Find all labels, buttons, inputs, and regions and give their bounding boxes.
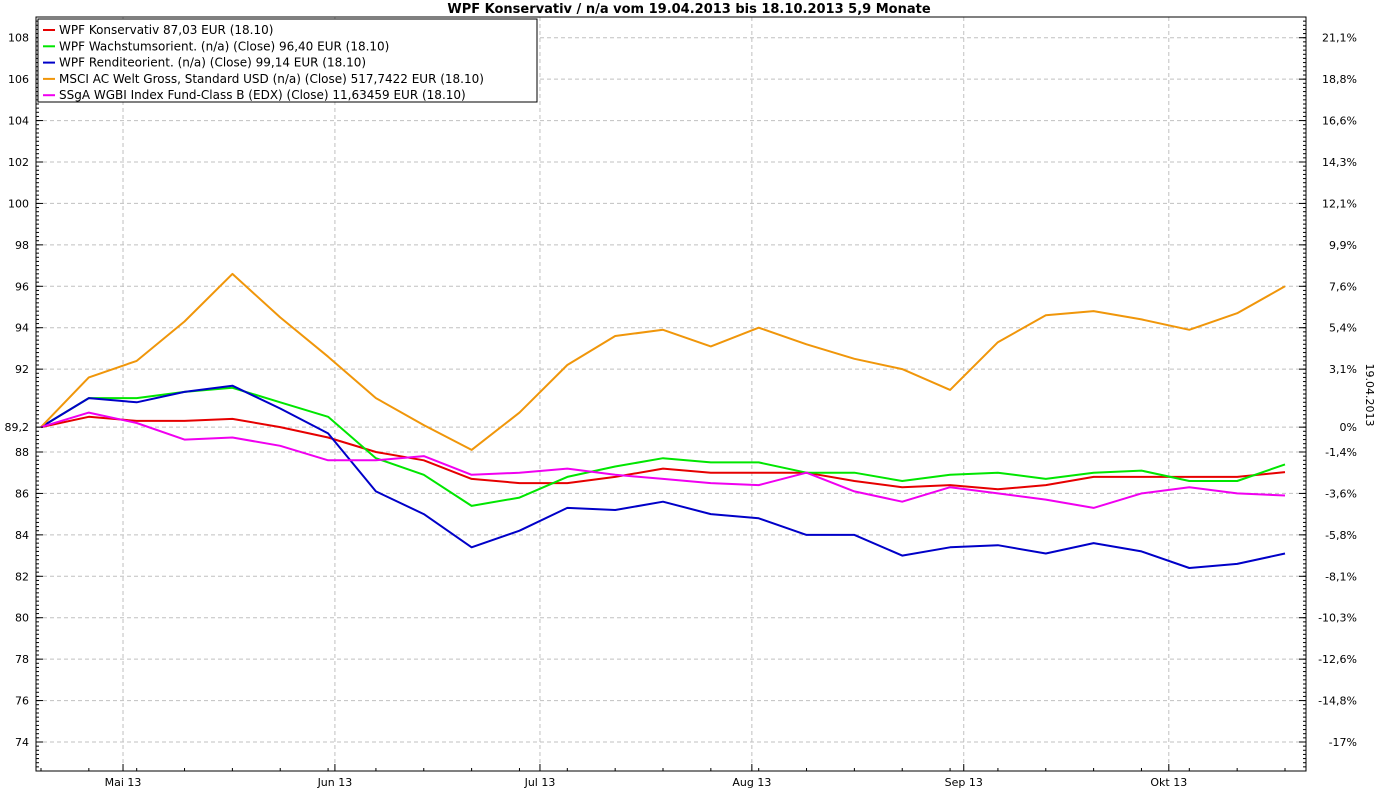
grid bbox=[36, 17, 1306, 771]
chart-title: WPF Konservativ / n/a vom 19.04.2013 bis… bbox=[447, 2, 930, 17]
y-right-tick-label: 14,3% bbox=[1322, 156, 1357, 169]
x-tick-label: Jun 13 bbox=[317, 776, 353, 788]
y-tick-label: 86 bbox=[15, 487, 29, 500]
y-right-tick-label: -8,1% bbox=[1325, 570, 1357, 583]
y-right-tick-label: 3,1% bbox=[1329, 363, 1357, 376]
x-tick-label: Okt 13 bbox=[1150, 776, 1187, 788]
y-right-tick-label: 18,8% bbox=[1322, 73, 1357, 86]
legend-entry: WPF Konservativ 87,03 EUR (18.10) bbox=[59, 23, 273, 37]
y-right-tick-label: 21,1% bbox=[1322, 32, 1357, 45]
axes: 74 -17% 76 -14,8% 78 -12,6% 80 -10,3% 82 -8,1% 84 -… bbox=[5, 20, 1376, 788]
y-tick-label: 106 bbox=[8, 73, 29, 86]
y-right-tick-label: -3,6% bbox=[1325, 487, 1357, 500]
y-tick-label: 80 bbox=[15, 612, 29, 625]
legend: WPF Konservativ 87,03 EUR (18.10) WPF Wac… bbox=[37, 18, 538, 103]
y-tick-label: 96 bbox=[15, 280, 29, 293]
legend-box bbox=[37, 18, 538, 103]
y-tick-label: 100 bbox=[8, 197, 29, 210]
y-right-tick-label: -12,6% bbox=[1318, 653, 1357, 666]
series-line bbox=[40, 415, 1286, 491]
y-tick-label: 108 bbox=[8, 32, 29, 45]
x-tick-label: Sep 13 bbox=[945, 776, 983, 788]
y-right-tick-label: -1,4% bbox=[1325, 446, 1357, 459]
y-tick-label: 82 bbox=[15, 570, 29, 583]
y-tick-label: 102 bbox=[8, 156, 29, 169]
legend-entry: SSgA WGBI Index Fund-Class B (EDX) (Clos… bbox=[59, 88, 466, 102]
legend-entry: MSCI AC Welt Gross, Standard USD (n/a) (… bbox=[59, 72, 484, 86]
series-line bbox=[40, 272, 1286, 451]
y-tick-label: 84 bbox=[15, 529, 29, 542]
y-tick-label: 92 bbox=[15, 363, 29, 376]
y-right-tick-label: -14,8% bbox=[1318, 695, 1357, 708]
y-tick-label: 78 bbox=[15, 653, 29, 666]
y-right-tick-label: -10,3% bbox=[1318, 612, 1357, 625]
series-line bbox=[40, 411, 1286, 509]
y-tick-label: 74 bbox=[15, 736, 29, 749]
y-right-tick-label: 16,6% bbox=[1322, 115, 1357, 128]
y-tick-label: 88 bbox=[15, 446, 29, 459]
x-tick-label: Aug 13 bbox=[732, 776, 771, 788]
y-tick-label: 104 bbox=[8, 115, 29, 128]
y-tick-label: 76 bbox=[15, 695, 29, 708]
y-right-tick-label: -17% bbox=[1329, 736, 1357, 749]
x-tick-label: Jul 13 bbox=[524, 776, 556, 788]
y-right-tick-label: 0% bbox=[1340, 421, 1357, 434]
y-right-tick-label: 5,4% bbox=[1329, 322, 1357, 335]
series-lines bbox=[40, 272, 1286, 569]
x-tick-label: Mai 13 bbox=[105, 776, 142, 788]
legend-entry: WPF Renditeorient. (n/a) (Close) 99,14 E… bbox=[59, 56, 366, 70]
y-right-tick-label: 7,6% bbox=[1329, 280, 1357, 293]
y-right-tick-label: -5,8% bbox=[1325, 529, 1357, 542]
right-axis-label: 19.04.2013 bbox=[1363, 364, 1376, 427]
y-right-tick-label: 9,9% bbox=[1329, 239, 1357, 252]
y-tick-label: 98 bbox=[15, 239, 29, 252]
y-tick-label: 89,2 bbox=[5, 421, 30, 434]
y-tick-label: 94 bbox=[15, 322, 29, 335]
series-line bbox=[40, 384, 1286, 569]
legend-entry: WPF Wachstumsorient. (n/a) (Close) 96,40… bbox=[59, 39, 389, 53]
y-right-tick-label: 12,1% bbox=[1322, 197, 1357, 210]
